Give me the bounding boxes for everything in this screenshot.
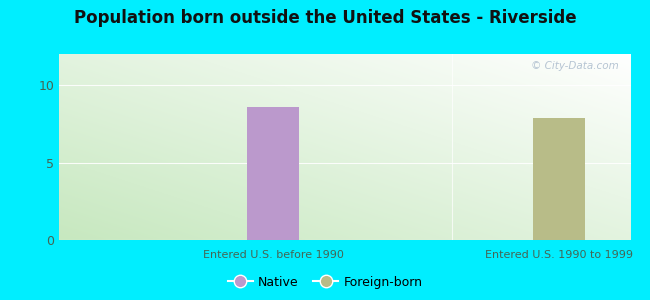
Bar (533, 118, 585, 240)
Text: © City-Data.com: © City-Data.com (531, 61, 619, 71)
Bar (247, 107, 299, 240)
Legend: Native, Foreign-born: Native, Foreign-born (223, 271, 427, 294)
Text: Population born outside the United States - Riverside: Population born outside the United State… (73, 9, 577, 27)
